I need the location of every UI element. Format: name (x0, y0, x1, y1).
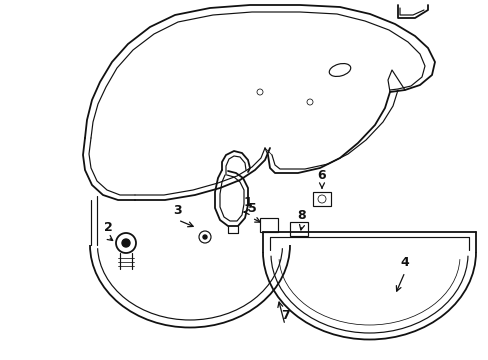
Text: 6: 6 (317, 169, 325, 182)
Circle shape (203, 235, 206, 239)
Text: 1: 1 (243, 196, 252, 209)
Circle shape (122, 239, 130, 247)
Text: 8: 8 (297, 209, 305, 222)
Text: 5: 5 (247, 202, 256, 215)
Text: 2: 2 (103, 221, 112, 234)
Text: 3: 3 (173, 204, 182, 217)
Text: 4: 4 (400, 256, 408, 269)
Text: 7: 7 (280, 309, 289, 322)
